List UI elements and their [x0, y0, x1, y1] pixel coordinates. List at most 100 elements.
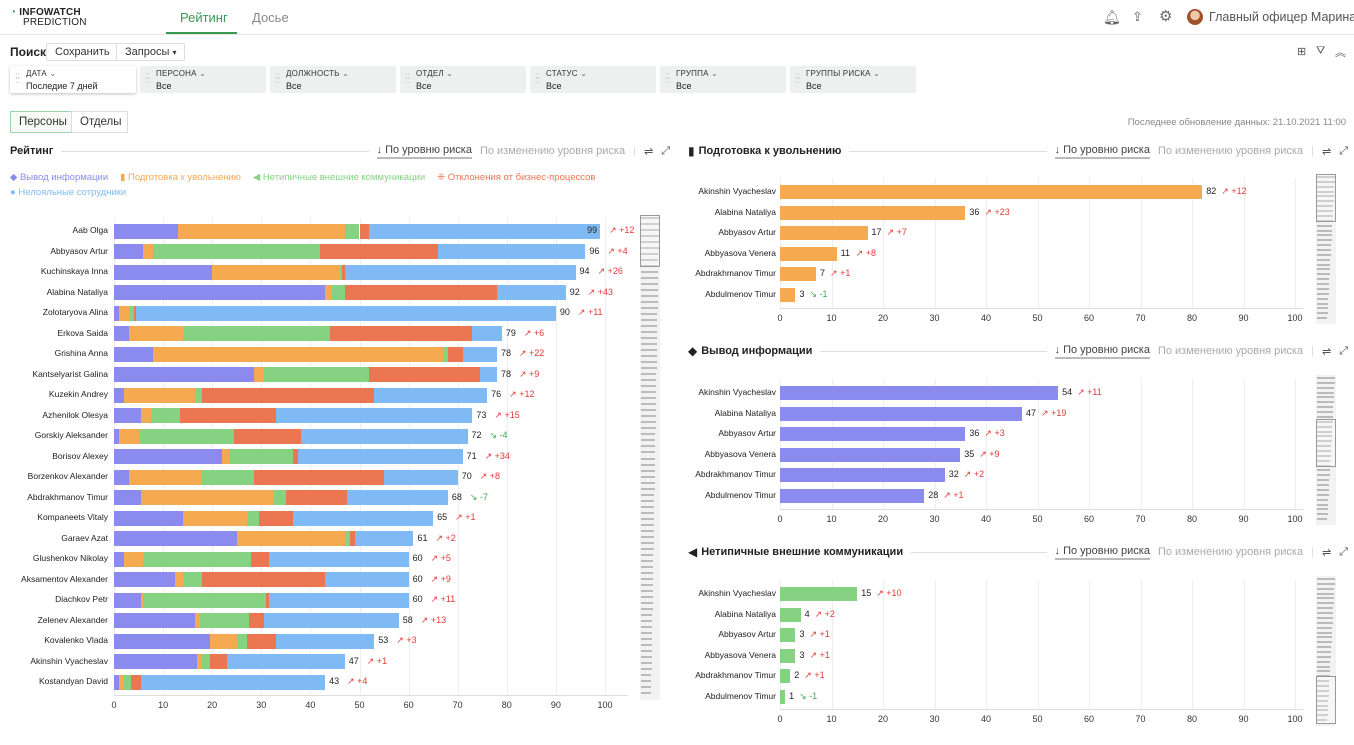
bar-segment[interactable]: [268, 551, 409, 567]
row-label[interactable]: Kostandyan David: [39, 676, 108, 686]
bar[interactable]: [780, 406, 1023, 421]
legend-process[interactable]: ⁜ Отклонения от бизнес-процессов: [437, 172, 596, 183]
bar-segment[interactable]: [293, 449, 299, 464]
row-label[interactable]: Alabina Nataliya: [46, 286, 108, 297]
bar-segment[interactable]: [114, 387, 124, 403]
bar-segment[interactable]: [349, 531, 355, 546]
scroll-window[interactable]: [1316, 174, 1336, 222]
legend-comms[interactable]: ◀ Нетипичные внешние коммуникации: [252, 172, 426, 183]
settings-sliders-icon[interactable]: ⇌: [643, 145, 654, 158]
bar-segment[interactable]: [263, 613, 399, 628]
bar-segment[interactable]: [320, 244, 439, 259]
bar-segment[interactable]: [118, 305, 129, 321]
settings-sliders-icon[interactable]: ⇌: [1321, 145, 1332, 158]
bar-segment[interactable]: [462, 346, 497, 362]
sort-by-change[interactable]: По изменению уровня риска: [1157, 145, 1304, 157]
bar[interactable]: [780, 648, 796, 663]
row-label[interactable]: Akinshin Vyacheslav: [30, 655, 108, 666]
bar-segment[interactable]: [344, 264, 576, 280]
row-label[interactable]: Abbyasova Venera: [704, 448, 776, 459]
filter-1[interactable]: ⁚⁚ ⁚⁚ ПЕРСОНА ⌄ Все: [140, 66, 266, 93]
bar-segment[interactable]: [285, 490, 348, 505]
row-label[interactable]: Abbyasov Artur: [718, 629, 776, 640]
bar-segment[interactable]: [293, 510, 434, 526]
bar-segment[interactable]: [202, 469, 254, 485]
bar-segment[interactable]: [246, 633, 277, 649]
tab-rating[interactable]: Рейтинг: [180, 10, 228, 25]
bar-segment[interactable]: [229, 449, 294, 464]
bar-segment[interactable]: [114, 572, 176, 587]
bar[interactable]: [780, 447, 961, 462]
bar-segment[interactable]: [442, 346, 448, 362]
bar-segment[interactable]: [114, 654, 198, 669]
sort-by-level[interactable]: ↓ По уровню риска: [376, 144, 472, 159]
bar[interactable]: [780, 267, 817, 282]
bar-segment[interactable]: [114, 469, 129, 485]
view-departments-button[interactable]: Отделы: [71, 111, 128, 133]
bell-icon[interactable]: 🔔︎: [1103, 9, 1121, 25]
bar-segment[interactable]: [374, 387, 488, 403]
bar-segment[interactable]: [114, 449, 223, 464]
bar-segment[interactable]: [114, 490, 141, 505]
bar-segment[interactable]: [325, 572, 409, 587]
bar-segment[interactable]: [128, 305, 134, 321]
row-label[interactable]: Abbyasova Venera: [704, 649, 776, 660]
row-label[interactable]: Azhenilok Olesya: [42, 409, 108, 420]
bar-segment[interactable]: [447, 346, 463, 362]
bar-segment[interactable]: [114, 367, 254, 382]
row-label[interactable]: Abdulmenov Timur: [705, 289, 776, 299]
bar-segment[interactable]: [253, 469, 385, 485]
sort-by-change[interactable]: По изменению уровня риска: [1157, 546, 1304, 558]
bar-segment[interactable]: [202, 572, 326, 587]
bar-segment[interactable]: [114, 326, 129, 341]
bar-segment[interactable]: [182, 326, 331, 341]
bar-segment[interactable]: [195, 387, 203, 403]
drag-handle-icon[interactable]: ⁚⁚ ⁚⁚: [15, 72, 21, 85]
bar-segment[interactable]: [143, 551, 252, 567]
bar[interactable]: [780, 226, 868, 241]
row-label[interactable]: Alabina Nataliya: [714, 608, 776, 619]
bar-segment[interactable]: [298, 449, 463, 464]
bar[interactable]: [780, 386, 1059, 400]
bar-segment[interactable]: [249, 613, 264, 628]
row-label[interactable]: Gorskiy Aleksander: [34, 430, 108, 440]
expand-icon[interactable]: ⤢: [661, 144, 670, 157]
row-label[interactable]: Garaev Azat: [61, 532, 108, 543]
bar-segment[interactable]: [114, 305, 119, 321]
bar-segment[interactable]: [114, 510, 183, 526]
bar-segment[interactable]: [438, 244, 586, 259]
sort-by-level[interactable]: ↓ По уровню риска: [1054, 344, 1150, 359]
row-label[interactable]: Kantselyarist Galina: [32, 368, 108, 379]
row-label[interactable]: Abbyasov Artur: [718, 428, 776, 439]
bar-segment[interactable]: [479, 367, 497, 382]
bar-segment[interactable]: [273, 490, 286, 505]
bar-segment[interactable]: [153, 346, 443, 362]
filter-6[interactable]: ⁚⁚ ⁚⁚ ГРУППЫ РИСКА ⌄ Все: [790, 66, 916, 93]
bar-segment[interactable]: [143, 244, 154, 259]
legend-info[interactable]: ◆ Вывод информации: [10, 172, 109, 183]
view-persons-button[interactable]: Персоны: [10, 111, 72, 133]
drag-handle-icon[interactable]: ⁚⁚ ⁚⁚: [145, 72, 151, 85]
bar-segment[interactable]: [136, 305, 556, 321]
bar[interactable]: [780, 690, 786, 704]
layout-grid-icon[interactable]: ⊞: [1297, 46, 1307, 58]
drag-handle-icon[interactable]: ⁚⁚ ⁚⁚: [405, 72, 411, 85]
row-label[interactable]: Akinshin Vyacheslav: [698, 387, 776, 397]
bar[interactable]: [780, 587, 858, 601]
queries-dropdown[interactable]: Запросы ▾: [116, 43, 186, 61]
bar-segment[interactable]: [177, 223, 345, 239]
scroll-window[interactable]: [1316, 676, 1336, 724]
bar-segment[interactable]: [175, 572, 183, 587]
bar-segment[interactable]: [114, 551, 124, 567]
bar[interactable]: [780, 468, 945, 483]
filter-4[interactable]: ⁚⁚ ⁚⁚ СТАТУС ⌄ Все: [530, 66, 656, 93]
bar-segment[interactable]: [354, 531, 414, 546]
bar-segment[interactable]: [114, 531, 237, 546]
bar-segment[interactable]: [197, 654, 203, 669]
sort-by-level[interactable]: ↓ По уровню риска: [1054, 144, 1150, 159]
filter-0[interactable]: ⁚⁚ ⁚⁚ ДАТА ⌄ Последие 7 дней: [10, 66, 136, 93]
bar-segment[interactable]: [202, 387, 375, 403]
row-label[interactable]: Kuchinskaya Inna: [40, 266, 108, 276]
bar[interactable]: [780, 489, 925, 503]
bar-segment[interactable]: [369, 223, 601, 239]
